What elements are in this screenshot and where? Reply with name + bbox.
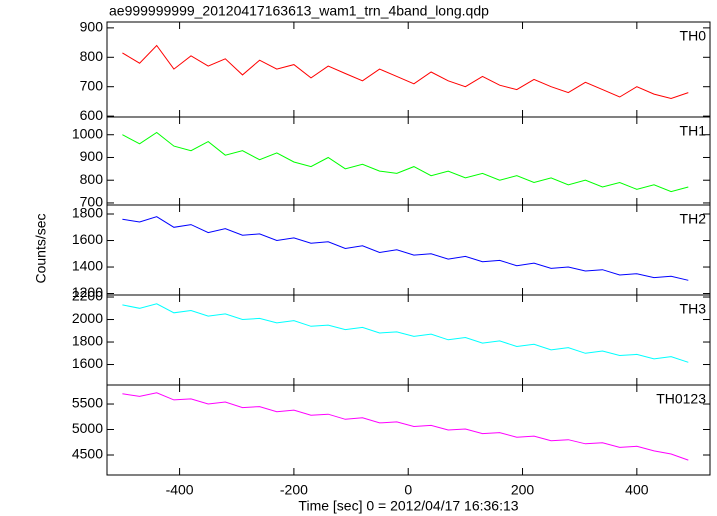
y-tick-label: 2200 [72, 288, 103, 304]
x-tick-label: 400 [625, 482, 649, 498]
data-line [122, 392, 689, 461]
data-line [122, 216, 689, 281]
data-line [122, 44, 689, 100]
panel-label: TH2 [680, 211, 707, 227]
y-tick-label: 700 [80, 77, 104, 93]
x-axis-label: Time [sec] 0 = 2012/04/17 16:36:13 [298, 498, 518, 514]
y-tick-label: 1800 [72, 205, 103, 221]
y-tick-label: 1200 [72, 284, 103, 300]
y-tick-label: 700 [80, 194, 104, 210]
y-tick-label: 1000 [72, 125, 103, 141]
panel-label: TH0123 [656, 391, 706, 407]
data-line [122, 303, 689, 363]
y-tick-label: 800 [80, 48, 104, 64]
y-tick-label: 5500 [72, 395, 103, 411]
x-tick-label: 200 [511, 482, 535, 498]
y-tick-label: 1800 [72, 333, 103, 349]
y-tick-label: 800 [80, 171, 104, 187]
panel-label: TH0 [680, 28, 707, 44]
y-axis-label: Counts/sec [33, 213, 49, 283]
y-tick-label: 1600 [72, 355, 103, 371]
panel-frame [106, 294, 711, 386]
panel-frame [106, 116, 711, 206]
panel-label: TH3 [680, 301, 707, 317]
y-tick-label: 900 [80, 148, 104, 164]
panel-frame [106, 204, 711, 296]
panel-label: TH1 [680, 123, 707, 139]
data-line [122, 131, 689, 193]
y-tick-label: 900 [80, 19, 104, 35]
x-tick-label: 0 [404, 482, 412, 498]
y-tick-label: 5000 [72, 420, 103, 436]
panel-frame [106, 21, 711, 118]
chart-title: ae999999999_20120417163613_wam1_trn_4ban… [109, 3, 489, 19]
x-tick-label: -200 [280, 482, 308, 498]
y-tick-label: 1400 [72, 258, 103, 274]
x-tick-label: -400 [166, 482, 194, 498]
panel-frame [106, 384, 711, 476]
y-tick-label: 2000 [72, 310, 103, 326]
y-tick-label: 4500 [72, 446, 103, 462]
y-tick-label: 1600 [72, 231, 103, 247]
y-tick-label: 600 [80, 107, 104, 123]
